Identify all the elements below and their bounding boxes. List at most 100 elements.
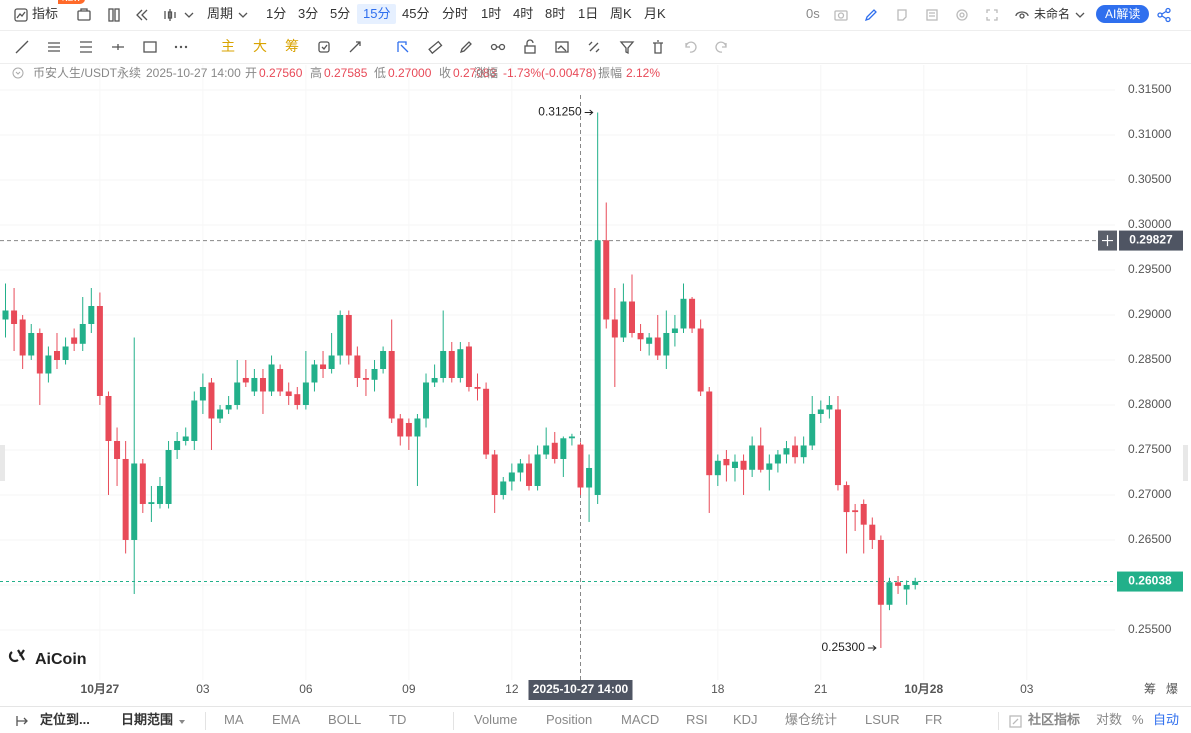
candle-body xyxy=(354,355,361,378)
cloud-icon[interactable] xyxy=(1014,7,1030,23)
interval-button[interactable]: 45分 xyxy=(402,6,430,21)
note-icon[interactable] xyxy=(894,7,910,23)
chart-type-icon[interactable] xyxy=(162,7,178,23)
sub-indicator-button[interactable]: Volume xyxy=(474,712,518,727)
candle-body xyxy=(543,445,550,455)
y-tick-label: 0.26500 xyxy=(1128,532,1172,546)
drawing-tool[interactable] xyxy=(110,39,126,55)
chips-button[interactable]: 筹 xyxy=(285,38,299,54)
dropdown-icon[interactable] xyxy=(236,7,248,23)
symbol-name: 币安人生/USDT永续 xyxy=(33,66,142,80)
layout-icon[interactable] xyxy=(106,7,122,23)
main-indicator-button[interactable]: BOLL xyxy=(328,712,362,727)
collapse-icon[interactable] xyxy=(11,66,25,82)
separator xyxy=(998,712,999,730)
camera-icon[interactable] xyxy=(833,7,849,23)
candle-body xyxy=(757,445,764,470)
interval-button[interactable]: 15分 xyxy=(357,4,397,24)
interval-button[interactable]: 周K xyxy=(610,6,632,21)
screenshot-icon[interactable] xyxy=(76,7,92,23)
candle-body xyxy=(560,438,567,459)
layout-name[interactable]: 未命名 xyxy=(1034,7,1071,21)
drawing-tool[interactable] xyxy=(46,39,62,55)
interval-button[interactable]: 分时 xyxy=(442,6,469,21)
sub-indicator-button[interactable]: Position xyxy=(546,712,593,727)
community-icon[interactable] xyxy=(1008,714,1022,730)
refresh-timer[interactable]: 0s xyxy=(806,6,820,21)
dropdown-icon[interactable] xyxy=(176,715,188,731)
candle-body xyxy=(311,364,318,383)
drawing-tool[interactable] xyxy=(522,39,538,55)
drawing-tool[interactable] xyxy=(395,39,411,55)
field-label: 开 xyxy=(245,66,258,80)
interval-button[interactable]: 3分 xyxy=(298,6,319,21)
candle-body xyxy=(148,502,155,504)
period-button[interactable]: 周期 xyxy=(207,6,234,21)
fullscreen-icon[interactable] xyxy=(984,7,1000,23)
main-force-button[interactable]: 主 xyxy=(221,38,235,54)
drawing-tool[interactable] xyxy=(682,39,698,55)
percent-button[interactable]: % xyxy=(1132,712,1144,727)
drawing-tool[interactable] xyxy=(554,39,570,55)
log-button[interactable]: 对数 xyxy=(1096,712,1123,727)
drawing-tool[interactable] xyxy=(714,39,730,55)
sub-indicator-button[interactable]: RSI xyxy=(686,712,708,727)
ai-button[interactable]: AI解读 xyxy=(1096,5,1150,23)
drawing-tool[interactable] xyxy=(490,39,506,55)
candle-body xyxy=(345,314,352,356)
pen-icon[interactable] xyxy=(863,7,879,23)
share-icon[interactable] xyxy=(1156,7,1172,23)
drawing-tool[interactable] xyxy=(173,39,189,55)
sub-indicator-button[interactable]: KDJ xyxy=(733,712,758,727)
date-range-button[interactable]: 日期范围 xyxy=(121,712,174,727)
rewind-icon[interactable] xyxy=(134,7,150,23)
interval-button[interactable]: 8时 xyxy=(545,6,566,21)
drawing-tool[interactable] xyxy=(316,39,332,55)
dropdown-icon[interactable] xyxy=(182,7,194,23)
candle-body xyxy=(551,442,558,459)
candle-body xyxy=(414,418,421,437)
indicator-icon[interactable] xyxy=(13,7,29,23)
drawing-tool[interactable] xyxy=(347,39,363,55)
interval-button[interactable]: 1日 xyxy=(578,6,599,21)
interval-button[interactable]: 月K xyxy=(644,6,666,21)
crosshair-y-label: 0.29827 xyxy=(1129,233,1173,247)
interval-button[interactable]: 5分 xyxy=(330,6,351,21)
drawing-tool[interactable] xyxy=(78,39,94,55)
x-tick-label: 10月27 xyxy=(81,682,120,696)
candle-body xyxy=(328,355,335,369)
candle-body xyxy=(277,368,284,392)
main-indicator-button[interactable]: MA xyxy=(224,712,244,727)
sub-indicator-button[interactable]: MACD xyxy=(621,712,660,727)
main-indicator-button[interactable]: TD xyxy=(389,712,407,727)
drawing-tool[interactable] xyxy=(619,39,635,55)
candle-body xyxy=(62,346,69,360)
locate-button[interactable]: 定位到... xyxy=(40,712,90,727)
sub-indicator-button[interactable]: FR xyxy=(925,712,943,727)
candle-body xyxy=(749,445,756,470)
indicator-button[interactable]: 指标 xyxy=(32,6,59,21)
interval-button[interactable]: 4时 xyxy=(513,6,534,21)
list-icon[interactable] xyxy=(924,7,940,23)
drawing-tool[interactable] xyxy=(14,39,30,55)
drawing-tool[interactable] xyxy=(142,39,158,55)
sub-indicator-button[interactable]: 爆仓统计 xyxy=(785,712,838,727)
main-indicator-button[interactable]: EMA xyxy=(272,712,301,727)
community-button[interactable]: 社区指标 xyxy=(1028,712,1081,727)
large-order-button[interactable]: 大 xyxy=(253,38,267,54)
interval-button[interactable]: 1分 xyxy=(266,6,287,21)
drawing-tool[interactable] xyxy=(586,39,602,55)
locate-icon[interactable] xyxy=(14,713,30,729)
candle-body xyxy=(208,382,215,419)
candle-body xyxy=(36,332,43,374)
drawing-tool[interactable] xyxy=(458,39,474,55)
sub-indicator-button[interactable]: LSUR xyxy=(865,712,900,727)
auto-button[interactable]: 自动 xyxy=(1153,712,1180,727)
scroll-tab xyxy=(0,445,5,481)
dropdown-icon[interactable] xyxy=(1074,7,1086,23)
drawing-tool[interactable] xyxy=(650,39,666,55)
settings-icon[interactable] xyxy=(954,7,970,23)
interval-button[interactable]: 1时 xyxy=(481,6,502,21)
candle-body xyxy=(362,377,369,380)
drawing-tool[interactable] xyxy=(427,39,443,55)
